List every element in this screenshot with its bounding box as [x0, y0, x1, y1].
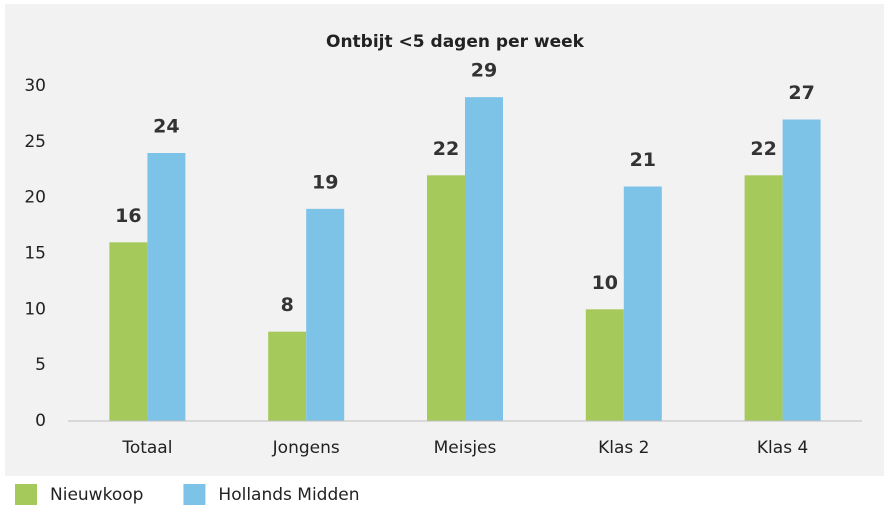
bar: [465, 97, 503, 422]
y-tick-label: 10: [24, 299, 46, 319]
value-label: 22: [433, 138, 459, 160]
value-label: 21: [630, 149, 656, 171]
bar: [782, 119, 821, 421]
bar: [623, 186, 662, 421]
chart-title: Ontbijt <5 dagen per week: [326, 32, 585, 52]
y-tick-label: 30: [24, 76, 46, 96]
value-label: 22: [750, 138, 776, 160]
legend-swatch: [15, 484, 37, 505]
x-tick-label: Jongens: [272, 438, 340, 458]
value-label: 29: [471, 60, 497, 82]
x-tick-label: Klas 2: [598, 438, 649, 458]
value-label: 27: [788, 82, 814, 104]
legend-label: Hollands Midden: [218, 485, 359, 505]
bar: [306, 208, 345, 421]
bar: [585, 309, 624, 421]
y-tick-label: 25: [24, 132, 46, 152]
bar: [268, 331, 307, 421]
value-label: 16: [115, 205, 141, 227]
bar: [427, 175, 465, 421]
x-tick-label: Klas 4: [757, 438, 808, 458]
value-label: 8: [281, 294, 294, 316]
y-tick-label: 15: [24, 244, 46, 264]
bar: [109, 242, 148, 421]
y-tick-label: 5: [35, 355, 46, 375]
bar: [744, 175, 783, 421]
value-label: 19: [312, 171, 338, 193]
legend-swatch: [183, 484, 206, 505]
x-tick-label: Meisjes: [434, 438, 497, 458]
bar: [147, 153, 186, 421]
x-tick-label: Totaal: [121, 438, 172, 458]
value-label: 10: [592, 272, 618, 294]
y-tick-label: 0: [35, 411, 46, 431]
legend-label: Nieuwkoop: [50, 485, 143, 505]
value-label: 24: [153, 116, 179, 138]
y-tick-label: 20: [24, 188, 46, 208]
